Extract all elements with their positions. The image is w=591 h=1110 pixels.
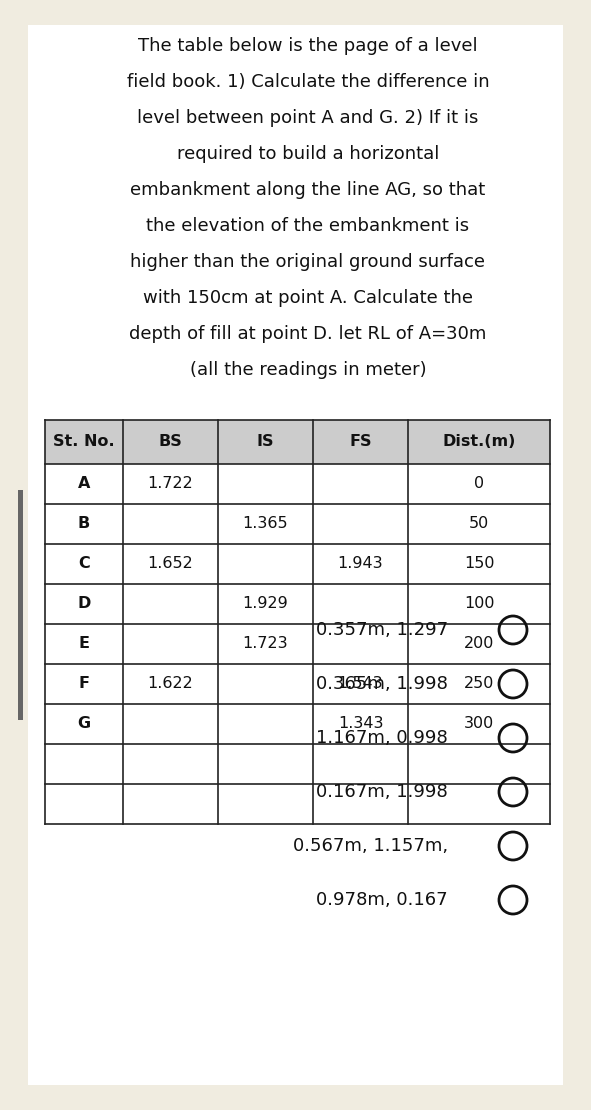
Text: 0.167m, 1.998: 0.167m, 1.998 (316, 783, 448, 801)
Text: 50: 50 (469, 516, 489, 532)
Text: C: C (78, 556, 90, 572)
Bar (45, 664, 550, 704)
Text: St. No.: St. No. (53, 434, 115, 450)
Text: 100: 100 (464, 596, 494, 612)
Text: higher than the original ground surface: higher than the original ground surface (131, 253, 485, 271)
Text: 0.357m, 1.297: 0.357m, 1.297 (316, 620, 448, 639)
Text: 0.365m, 1.998: 0.365m, 1.998 (316, 675, 448, 693)
Text: (all the readings in meter): (all the readings in meter) (190, 361, 426, 379)
Text: B: B (78, 516, 90, 532)
Text: 300: 300 (464, 716, 494, 731)
Text: 1.167m, 0.998: 1.167m, 0.998 (316, 729, 448, 747)
Text: the elevation of the embankment is: the elevation of the embankment is (147, 216, 470, 235)
Text: G: G (77, 716, 90, 731)
Bar (45, 744, 550, 784)
Text: A: A (78, 476, 90, 492)
Text: 0.978m, 0.167: 0.978m, 0.167 (316, 891, 448, 909)
Text: 1.722: 1.722 (148, 476, 193, 492)
Text: 1.343: 1.343 (337, 716, 383, 731)
Text: 250: 250 (464, 676, 494, 692)
Bar (45, 784, 550, 824)
Text: The table below is the page of a level: The table below is the page of a level (138, 37, 478, 56)
Text: IS: IS (256, 434, 274, 450)
Text: 1.943: 1.943 (337, 556, 384, 572)
Text: field book. 1) Calculate the difference in: field book. 1) Calculate the difference … (126, 73, 489, 91)
Text: 1.543: 1.543 (337, 676, 384, 692)
Text: 150: 150 (464, 556, 494, 572)
Bar (45, 504, 550, 544)
Text: F: F (79, 676, 89, 692)
Text: 200: 200 (464, 636, 494, 652)
Text: 0: 0 (474, 476, 484, 492)
Text: with 150cm at point A. Calculate the: with 150cm at point A. Calculate the (143, 289, 473, 307)
Text: 0.567m, 1.157m,: 0.567m, 1.157m, (293, 837, 448, 855)
Text: required to build a horizontal: required to build a horizontal (177, 145, 439, 163)
Bar (45, 584, 550, 624)
Bar (45, 704, 550, 744)
Text: D: D (77, 596, 90, 612)
Text: 1.723: 1.723 (243, 636, 288, 652)
Text: 1.365: 1.365 (243, 516, 288, 532)
Text: 1.622: 1.622 (148, 676, 193, 692)
Text: E: E (79, 636, 89, 652)
Text: BS: BS (158, 434, 183, 450)
Bar (45, 624, 550, 664)
Text: depth of fill at point D. let RL of A=30m: depth of fill at point D. let RL of A=30… (129, 325, 486, 343)
Text: Dist.(m): Dist.(m) (442, 434, 516, 450)
Bar (45, 544, 550, 584)
Text: 1.652: 1.652 (148, 556, 193, 572)
Text: embankment along the line AG, so that: embankment along the line AG, so that (131, 181, 486, 199)
Bar (18, 490, 23, 720)
Bar (45, 420, 550, 464)
Bar (45, 464, 550, 504)
Text: FS: FS (349, 434, 372, 450)
Text: level between point A and G. 2) If it is: level between point A and G. 2) If it is (137, 109, 479, 127)
Text: 1.929: 1.929 (243, 596, 288, 612)
